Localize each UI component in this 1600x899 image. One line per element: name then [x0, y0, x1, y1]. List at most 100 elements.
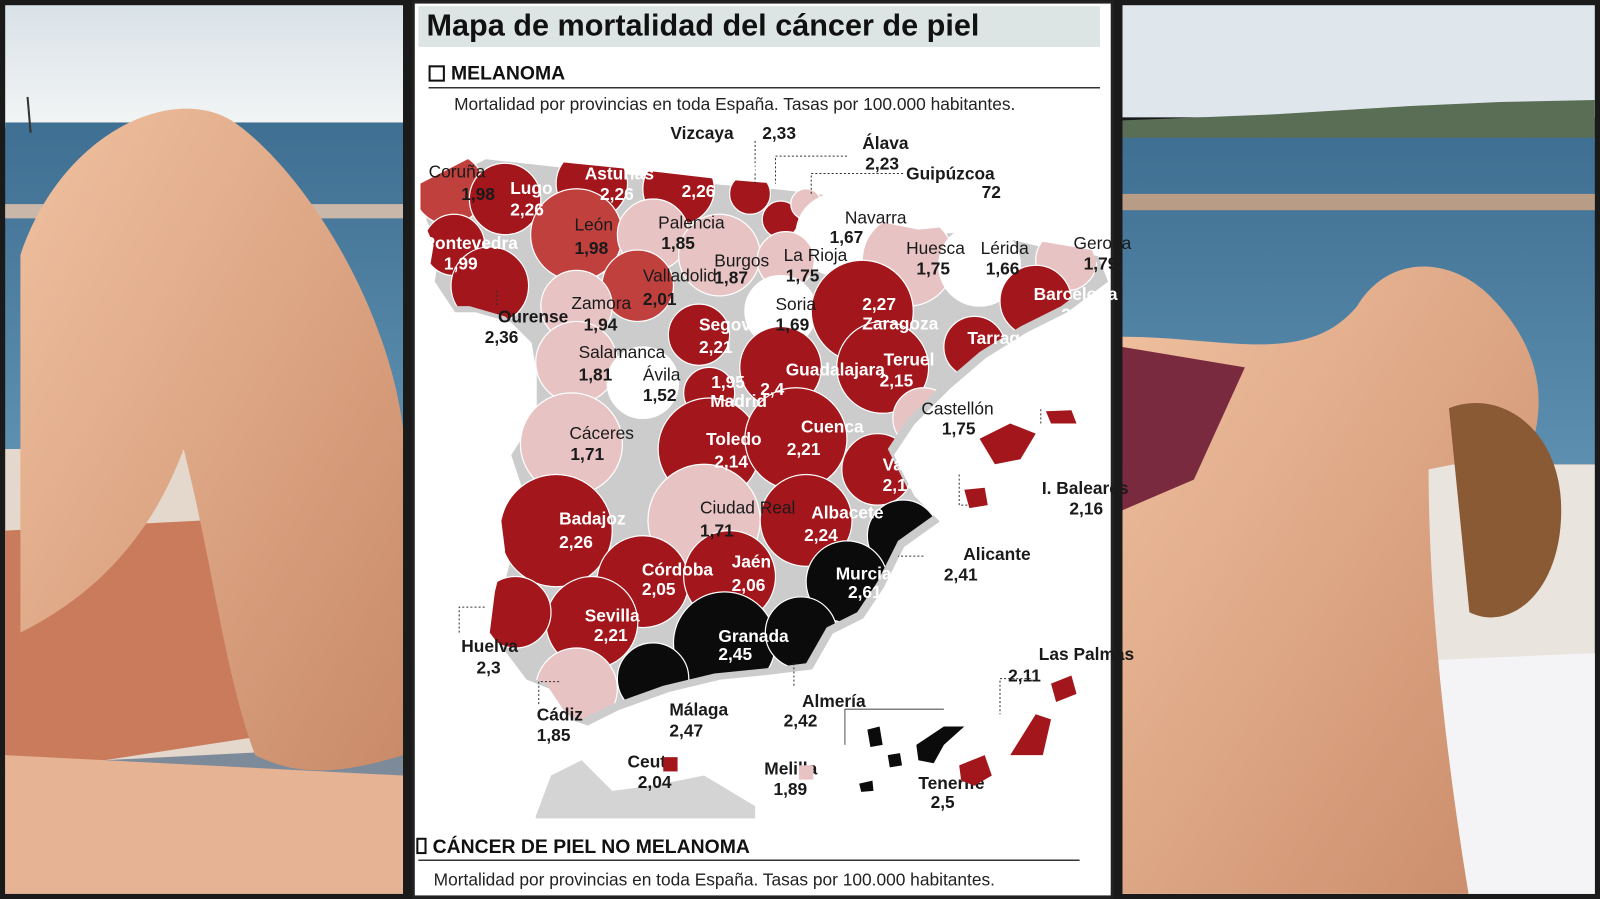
province-value: 2,21 — [699, 337, 733, 357]
province-region — [468, 162, 542, 236]
province-name: Guadalajara — [786, 360, 886, 380]
province-region — [1045, 410, 1077, 424]
province-name: Huesca — [906, 238, 965, 258]
province-value: 2,26 — [510, 199, 544, 219]
province-value: 2,26 — [559, 532, 593, 552]
province-name: Guipúzcoa — [906, 164, 995, 184]
province-region — [499, 473, 613, 588]
province-value: 2,42 — [784, 711, 818, 731]
province-name: Teruel — [884, 349, 935, 369]
province-value: 2,5 — [931, 792, 955, 812]
title-bar — [418, 6, 1101, 47]
province-value: 1,66 — [986, 259, 1020, 279]
province-name: Badajoz — [559, 509, 626, 529]
province-value: 2,47 — [669, 721, 703, 741]
province-name: Las Palmas — [1039, 644, 1134, 664]
province-name: Soria — [776, 294, 817, 314]
province-region — [964, 487, 988, 509]
province-name: Albacete — [811, 502, 884, 522]
title: Mapa de mortalidad del cáncer de piel — [427, 9, 980, 43]
province-value: 1,98 — [461, 184, 495, 204]
province-value: 2,14 — [714, 451, 748, 471]
province-name: Madrid — [710, 391, 767, 411]
checkbox — [416, 837, 427, 855]
province-value: 2,23 — [865, 153, 899, 173]
province-name: Asturias — [585, 164, 654, 184]
province-name: Tarragona — [967, 328, 1051, 348]
province-value: 1,98 — [574, 238, 608, 258]
province-name: Toledo — [706, 429, 762, 449]
province-value: 2,11 — [1061, 304, 1094, 324]
province-value: 1,85 — [537, 725, 571, 745]
province-value: 2,3 — [477, 657, 501, 677]
province-value: 2,12 — [992, 350, 1026, 370]
section-subtitle: Mortalidad por provincias en toda España… — [454, 94, 1015, 114]
province-name: Ávila — [643, 365, 681, 385]
province-value: 2,21 — [594, 625, 628, 645]
province-name: Málaga — [669, 699, 728, 719]
province-name: Vizcaya — [670, 123, 734, 143]
province-region — [759, 473, 853, 567]
province-name: Gerona — [1073, 233, 1131, 253]
province-region — [1051, 675, 1077, 703]
province-name: Coruña — [429, 162, 486, 182]
province-value: 1,75 — [786, 266, 820, 286]
province-value: 2,14 — [883, 475, 917, 495]
province-name: Valladolid — [643, 266, 717, 286]
left-photo — [5, 5, 404, 894]
province-name: Granada — [718, 626, 789, 646]
province-value: 2,36 — [485, 327, 519, 347]
province-name: Ourense — [498, 306, 569, 326]
province-name: Cádiz — [537, 704, 584, 724]
checkbox — [428, 65, 445, 82]
province-value: 2,4 — [760, 379, 784, 399]
province-value: 2,41 — [944, 565, 978, 585]
province-value: 2,45 — [718, 644, 752, 664]
province-name: Salamanca — [579, 342, 666, 362]
province-name: Castellón — [921, 398, 993, 418]
province-value: 1,94 — [584, 315, 618, 335]
canarias-frame — [844, 708, 944, 745]
province-value: 2,21 — [787, 439, 821, 459]
province-value: 1,71 — [700, 521, 734, 541]
province-region — [663, 757, 678, 772]
section-title: CÁNCER DE PIEL NO MELANOMA — [433, 835, 750, 858]
province-name: Cantabria — [682, 156, 762, 176]
province-region — [959, 755, 992, 786]
province-value: 1,99 — [444, 253, 478, 273]
province-value: 2,33 — [762, 123, 796, 143]
leader-lines — [458, 140, 1042, 715]
province-name: La Rioja — [784, 245, 848, 265]
province-name: Lérida — [981, 238, 1030, 258]
province-value: 2,11 — [1008, 666, 1041, 686]
province-name: Zamora — [571, 293, 631, 313]
right-photo — [1122, 5, 1595, 894]
province-value: 1,67 — [830, 227, 864, 247]
province-name: Cáceres — [569, 423, 634, 443]
province-value: 2,05 — [642, 579, 676, 599]
province-name: I. Baleares — [1042, 478, 1129, 498]
province-region — [1010, 714, 1052, 756]
province-name: Pontevedra — [423, 233, 518, 253]
province-name: Valencia — [883, 454, 953, 474]
province-name: Huelva — [461, 636, 518, 656]
province-value: 1,89 — [773, 779, 807, 799]
province-region — [798, 765, 814, 780]
africa-coast — [535, 760, 756, 819]
province-name: Murcia — [836, 564, 892, 584]
province-value: 1,85 — [661, 233, 695, 253]
section-title: MELANOMA — [451, 63, 565, 85]
section-subtitle: Mortalidad por provincias en toda España… — [434, 870, 995, 890]
province-name: Cuenca — [801, 417, 864, 437]
province-value: 1,75 — [916, 259, 950, 279]
province-value: 2,15 — [880, 371, 914, 391]
province-region — [667, 303, 731, 366]
province-value: 2,16 — [1069, 498, 1103, 518]
province-name: Jaén — [732, 551, 772, 571]
province-name: Almería — [802, 691, 866, 711]
province-value: 2,06 — [732, 575, 766, 595]
province-name: Zaragoza — [862, 314, 938, 334]
